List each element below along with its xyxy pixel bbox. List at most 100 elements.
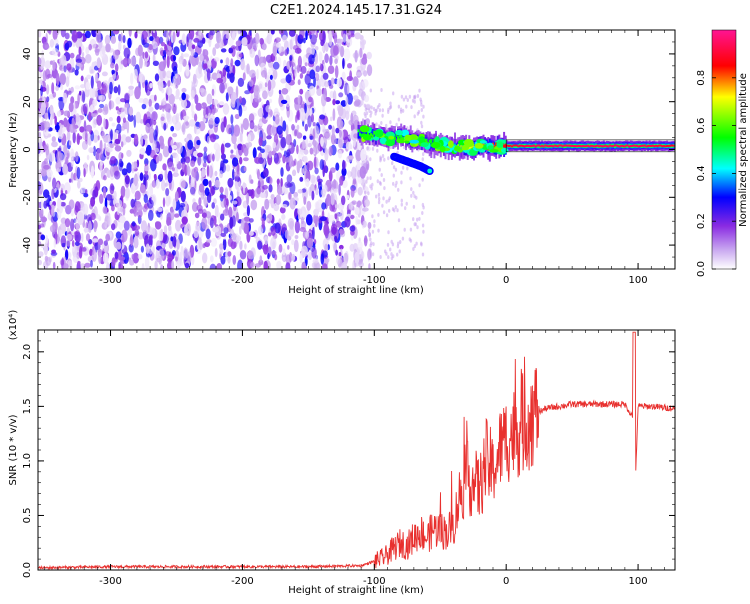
noise-speckle — [263, 260, 268, 269]
noise-speckle — [334, 58, 338, 65]
noise-speckle — [242, 182, 247, 189]
noise-speckle — [158, 61, 166, 72]
noise-speckle — [185, 64, 190, 77]
noise-speckle — [79, 90, 82, 96]
noise-speckle — [328, 170, 333, 182]
noise-speckle — [113, 86, 119, 94]
noise-speckle — [278, 94, 285, 107]
signal-track-cell — [587, 144, 589, 147]
noise-speckle — [338, 252, 342, 257]
signal-track-cell — [598, 145, 600, 148]
noise-speckle — [44, 60, 52, 69]
noise-speckle — [331, 30, 335, 37]
noise-speckle — [46, 169, 53, 178]
signal-track-cell — [596, 144, 599, 147]
signal-blob — [447, 140, 454, 149]
noise-speckle — [52, 30, 58, 41]
noise-speckle — [387, 110, 390, 114]
noise-speckle — [71, 240, 75, 247]
signal-blob — [396, 138, 406, 144]
signal-track-cell — [626, 144, 629, 147]
noise-speckle — [201, 155, 204, 166]
noise-speckle — [418, 216, 421, 221]
noise-speckle — [88, 147, 94, 154]
noise-speckle — [144, 51, 149, 59]
noise-speckle — [193, 229, 199, 239]
noise-speckle — [289, 220, 294, 230]
noise-speckle — [220, 255, 226, 265]
signal-track-cell — [384, 134, 387, 138]
signal-track-cell — [428, 139, 431, 145]
signal-track-cell — [482, 143, 485, 147]
noise-speckle — [372, 242, 375, 247]
noise-speckle — [219, 194, 227, 199]
noise-speckle — [79, 56, 86, 65]
noise-speckle — [404, 95, 408, 100]
noise-speckle — [358, 261, 364, 268]
noise-speckle — [202, 243, 206, 249]
noise-speckle — [227, 86, 234, 95]
signal-track-cell — [669, 144, 672, 147]
noise-speckle — [184, 262, 190, 269]
y-tick-label: 40 — [22, 48, 33, 61]
noise-speckle — [194, 212, 200, 219]
noise-speckle — [111, 204, 115, 212]
signal-track-cell — [672, 144, 675, 147]
noise-speckle — [330, 192, 335, 206]
noise-speckle — [288, 30, 296, 37]
noise-speckle — [133, 205, 138, 217]
noise-speckle — [209, 133, 217, 143]
noise-speckle — [291, 239, 295, 246]
noise-speckle — [82, 91, 86, 103]
noise-speckle — [134, 31, 138, 39]
noise-speckle — [320, 136, 324, 147]
noise-speckle — [210, 237, 218, 247]
noise-speckle — [381, 203, 384, 208]
noise-speckle — [45, 234, 48, 245]
noise-speckle — [164, 168, 168, 181]
noise-speckle — [133, 114, 137, 128]
noise-speckle — [174, 213, 180, 218]
noise-speckle — [394, 183, 397, 188]
noise-speckle — [172, 133, 178, 138]
noise-speckle — [110, 185, 115, 191]
noise-speckle — [385, 213, 389, 218]
noise-speckle — [105, 194, 113, 201]
signal-track-cell — [517, 145, 520, 148]
noise-speckle — [74, 201, 81, 213]
noise-speckle — [377, 200, 381, 205]
noise-speckle — [335, 127, 340, 134]
noise-speckle — [404, 206, 407, 211]
noise-speckle — [249, 120, 255, 130]
noise-speckle — [237, 77, 245, 87]
noise-speckle — [207, 60, 212, 69]
noise-speckle — [286, 105, 291, 118]
noise-speckle — [257, 107, 265, 118]
y-tick-label: 1.0 — [22, 453, 33, 469]
noise-speckle — [104, 221, 108, 229]
signal-track-cell — [623, 145, 626, 148]
noise-speckle — [258, 83, 263, 89]
noise-speckle — [172, 106, 176, 113]
y-tick-label: 0.0 — [22, 562, 33, 578]
noise-speckle — [398, 249, 401, 254]
signal-track-cell — [560, 144, 563, 147]
snr-scale-label: (x10⁴) — [8, 310, 19, 341]
signal-blob — [404, 140, 410, 144]
noise-speckle — [92, 238, 99, 243]
noise-speckle — [158, 80, 164, 92]
signal-track-cell — [503, 144, 506, 148]
signal-track-cell — [360, 133, 363, 138]
noise-speckle — [255, 157, 261, 165]
noise-speckle — [390, 252, 393, 257]
noise-speckle — [40, 216, 48, 223]
noise-speckle — [371, 252, 375, 257]
noise-speckle — [401, 108, 405, 113]
noise-speckle — [205, 105, 213, 117]
noise-speckle — [152, 60, 159, 66]
noise-speckle — [308, 96, 313, 103]
noise-speckle — [285, 94, 291, 108]
noise-speckle — [276, 125, 283, 135]
noise-speckle — [399, 107, 403, 112]
